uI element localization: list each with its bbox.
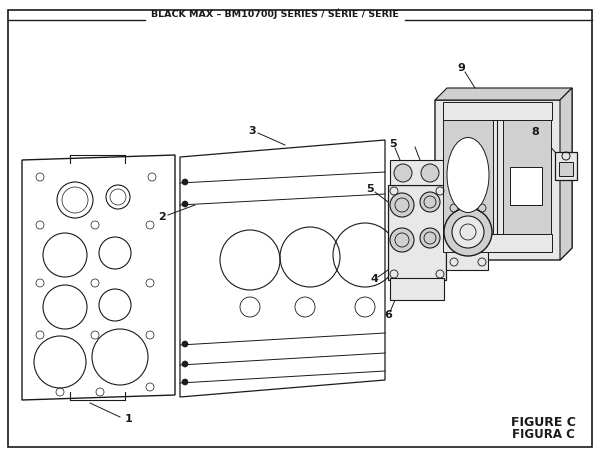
Circle shape xyxy=(420,228,440,248)
Polygon shape xyxy=(435,88,572,260)
Circle shape xyxy=(182,201,188,207)
Circle shape xyxy=(452,216,484,248)
Circle shape xyxy=(182,179,188,185)
Text: 8: 8 xyxy=(531,127,539,137)
Circle shape xyxy=(390,193,414,217)
Circle shape xyxy=(182,341,188,347)
Polygon shape xyxy=(180,140,385,397)
Circle shape xyxy=(420,192,440,212)
Text: 5: 5 xyxy=(389,139,397,149)
Bar xyxy=(555,152,577,180)
Circle shape xyxy=(390,228,414,252)
Bar xyxy=(443,110,493,248)
Circle shape xyxy=(182,379,188,385)
Circle shape xyxy=(182,361,188,367)
Bar xyxy=(390,278,444,300)
Text: 2: 2 xyxy=(158,212,166,222)
Polygon shape xyxy=(435,88,572,100)
Bar xyxy=(510,167,542,205)
Bar xyxy=(559,162,573,176)
Text: BLACK MAX – BM10700J SERIES / SÉRIE / SERIE: BLACK MAX – BM10700J SERIES / SÉRIE / SE… xyxy=(151,9,399,19)
Polygon shape xyxy=(560,88,572,260)
Text: 9: 9 xyxy=(457,63,465,73)
Bar xyxy=(503,110,551,248)
Polygon shape xyxy=(22,155,175,400)
Text: 5: 5 xyxy=(366,184,374,194)
Ellipse shape xyxy=(447,137,489,212)
Bar xyxy=(443,102,552,120)
Bar xyxy=(443,234,552,252)
Circle shape xyxy=(394,164,412,182)
Circle shape xyxy=(421,164,439,182)
Text: FIGURA C: FIGURA C xyxy=(512,429,574,441)
Text: 6: 6 xyxy=(384,310,392,320)
Text: 3: 3 xyxy=(248,126,256,136)
Text: 7: 7 xyxy=(505,232,513,242)
Bar xyxy=(390,160,444,185)
Text: FIGURE C: FIGURE C xyxy=(511,416,575,430)
Text: 4: 4 xyxy=(370,274,378,284)
Bar xyxy=(446,195,488,270)
Bar xyxy=(388,185,446,280)
Circle shape xyxy=(444,208,492,256)
Text: 1: 1 xyxy=(125,414,133,424)
